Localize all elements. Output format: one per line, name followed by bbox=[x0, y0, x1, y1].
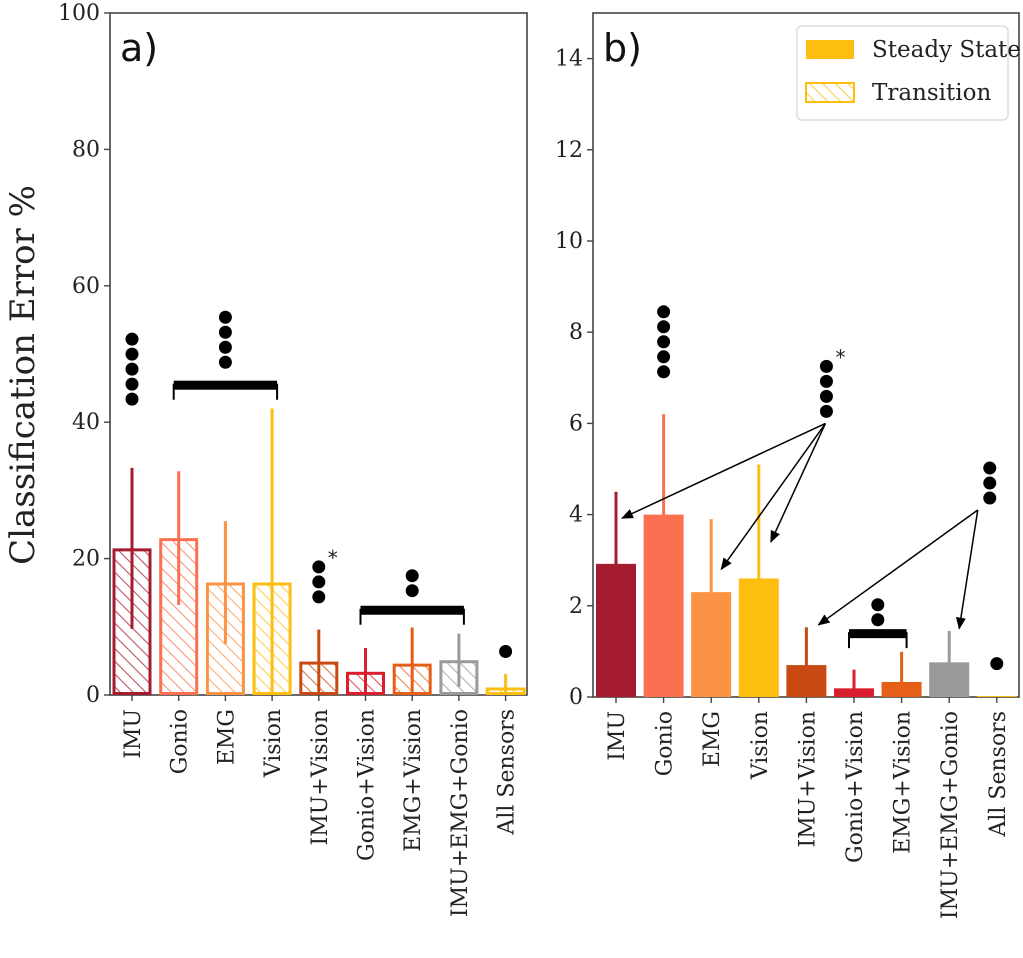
x-tick-label: EMG+Vision bbox=[401, 709, 426, 852]
x-tick-label: IMU+EMG+Gonio bbox=[448, 709, 473, 917]
significance-dot bbox=[125, 377, 139, 391]
legend-label: Steady State bbox=[872, 37, 1021, 63]
x-tick-label: All Sensors bbox=[986, 711, 1011, 838]
legend-label: Transition bbox=[872, 80, 991, 106]
significance-dot bbox=[983, 476, 997, 490]
x-tick-label: Vision bbox=[261, 709, 286, 778]
significance-arrow bbox=[955, 509, 979, 630]
x-tick-label: EMG bbox=[700, 711, 725, 767]
significance-bracket-bar bbox=[173, 380, 278, 390]
y-tick-label: 6 bbox=[569, 411, 583, 436]
significance-dot bbox=[125, 347, 139, 361]
significance-dot bbox=[218, 355, 232, 369]
y-tick-label: 20 bbox=[72, 547, 100, 572]
significance-dot bbox=[657, 365, 671, 379]
significance-dot bbox=[983, 461, 997, 475]
significance-dot bbox=[125, 392, 139, 406]
significance-dot bbox=[871, 598, 885, 612]
significance-dot bbox=[218, 325, 232, 339]
significance-dot bbox=[983, 491, 997, 505]
significance-arrow bbox=[817, 509, 979, 626]
x-tick-label: Gonio+Vision bbox=[843, 711, 868, 863]
significance-bracket-bar bbox=[360, 605, 464, 615]
significance-dot bbox=[657, 335, 671, 349]
x-tick-label: IMU+Vision bbox=[795, 711, 820, 847]
significance-dot bbox=[312, 575, 326, 589]
y-tick-label: 40 bbox=[72, 410, 100, 435]
significance-dot bbox=[657, 320, 671, 334]
y-tick-label: 80 bbox=[72, 137, 100, 162]
y-tick-label: 2 bbox=[569, 594, 583, 619]
x-tick-label: Gonio bbox=[168, 709, 193, 774]
significance-dot bbox=[819, 404, 833, 418]
x-tick-label: EMG+Vision bbox=[891, 711, 916, 854]
y-tick-label: 8 bbox=[569, 320, 583, 345]
x-tick-label: IMU+EMG+Gonio bbox=[938, 711, 963, 919]
x-tick-label: All Sensors bbox=[495, 709, 520, 836]
significance-dot bbox=[218, 310, 232, 324]
significance-bracket-bar bbox=[849, 629, 907, 639]
legend-swatch-steady-state bbox=[806, 40, 854, 59]
y-tick-label: 12 bbox=[555, 138, 583, 163]
significance-star: * bbox=[328, 546, 338, 570]
panel-b: 0 2 4 6 8 10 12 14 IMU Gonio EMG Vision IMU+Vision Go… bbox=[555, 12, 1021, 919]
x-tick-label: IMU bbox=[121, 709, 146, 759]
legend: Steady State Transition bbox=[796, 25, 1021, 121]
significance-dot bbox=[405, 569, 419, 583]
significance-arrow bbox=[621, 422, 826, 519]
significance-dot bbox=[218, 340, 232, 354]
significance-dot bbox=[871, 613, 885, 627]
significance-dot bbox=[819, 374, 833, 388]
y-tick-label: 14 bbox=[555, 47, 583, 72]
significance-dot bbox=[125, 332, 139, 346]
significance-dot bbox=[819, 389, 833, 403]
x-tick-label: IMU+Vision bbox=[308, 709, 333, 845]
significance-dot bbox=[990, 657, 1004, 671]
y-tick-label: 4 bbox=[569, 503, 583, 528]
significance-star: * bbox=[835, 345, 845, 369]
y-tick-label: 0 bbox=[86, 683, 100, 708]
y-axis-label: Classification Error % bbox=[3, 185, 43, 565]
y-tick-label: 10 bbox=[555, 229, 583, 254]
significance-dot bbox=[819, 359, 833, 373]
bar-all-sensors bbox=[976, 696, 1017, 697]
significance-dot bbox=[125, 362, 139, 376]
panel-label: b) bbox=[603, 26, 642, 70]
significance-dot bbox=[405, 584, 419, 598]
y-tick-label: 60 bbox=[72, 274, 100, 299]
panel-a: 0 20 40 60 80 100 IMU Gonio EMG Vision IMU+Vision G… bbox=[58, 1, 528, 917]
significance-arrow bbox=[770, 423, 827, 543]
significance-dot bbox=[657, 305, 671, 319]
significance-arrow bbox=[720, 422, 827, 571]
x-tick-label: Vision bbox=[748, 711, 773, 780]
x-tick-label: EMG bbox=[214, 709, 239, 765]
x-tick-label: Gonio+Vision bbox=[355, 709, 380, 861]
legend-swatch-transition bbox=[805, 82, 855, 103]
x-tick-label: Gonio bbox=[653, 711, 678, 776]
significance-dot bbox=[657, 350, 671, 364]
significance-dot bbox=[499, 644, 513, 658]
y-tick-label: 100 bbox=[58, 1, 100, 26]
significance-dot bbox=[312, 590, 326, 604]
y-tick-label: 0 bbox=[569, 685, 583, 710]
significance-dot bbox=[312, 560, 326, 574]
panel-label: a) bbox=[120, 26, 158, 70]
x-tick-label: IMU bbox=[605, 711, 630, 761]
